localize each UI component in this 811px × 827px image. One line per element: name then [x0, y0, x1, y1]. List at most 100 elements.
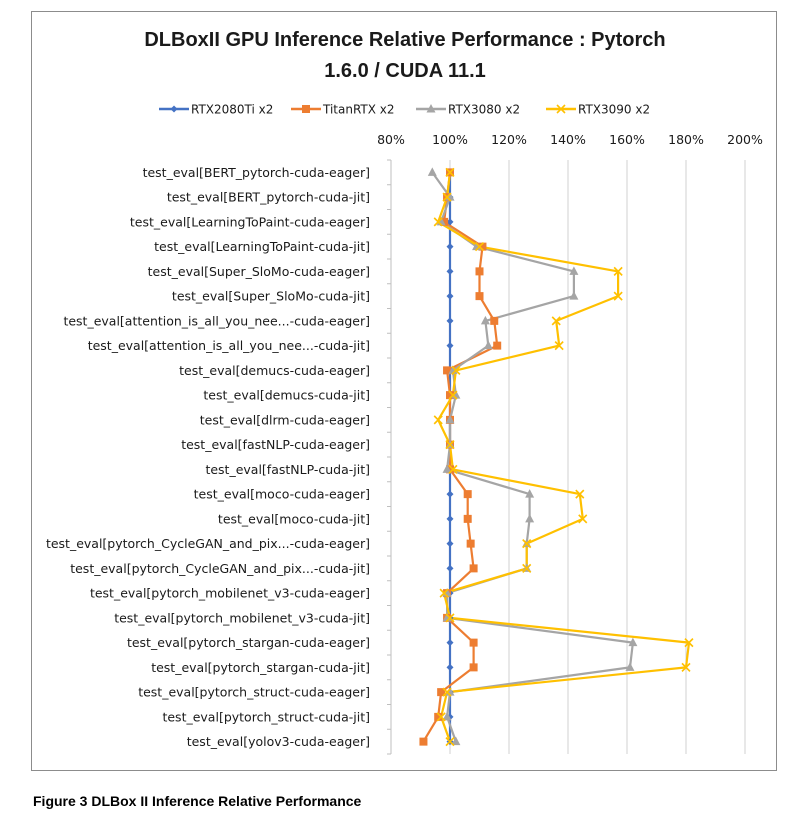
data-point-rtx3090-x2 [433, 217, 443, 227]
data-point-rtx2080ti-x2 [446, 540, 454, 548]
data-point-titanrtx-x2 [469, 564, 478, 573]
square-marker [463, 514, 472, 523]
triangle-marker [625, 662, 635, 671]
x-marker-stroke [684, 638, 694, 648]
x-marker-stroke [578, 514, 588, 524]
data-point-rtx3080-x2 [442, 464, 452, 473]
data-point-rtx2080ti-x2 [446, 515, 454, 523]
square-marker [469, 564, 478, 573]
x-marker-stroke [522, 539, 532, 549]
triangle-marker [483, 340, 493, 350]
data-point-rtx3090-x2 [445, 440, 455, 450]
data-point-titanrtx-x2 [434, 712, 443, 721]
data-point-rtx3080-x2 [480, 315, 490, 325]
triangle-marker [628, 637, 638, 647]
square-marker [469, 638, 478, 647]
data-point-rtx3090-x2 [451, 365, 461, 375]
legend-label: RTX3080 x2 [448, 103, 520, 117]
category-label: test_eval[pytorch_mobilenet_v3-cuda-eage… [90, 586, 370, 601]
data-point-rtx3090-x2 [445, 613, 455, 623]
data-point-rtx3080-x2 [442, 711, 452, 721]
diamond-marker [446, 639, 454, 647]
data-point-rtx3080-x2 [628, 637, 638, 647]
data-point-rtx3090-x2 [445, 737, 455, 747]
x-marker-stroke [442, 192, 452, 202]
data-point-rtx2080ti-x2 [446, 218, 454, 226]
triangle-marker [525, 513, 535, 523]
chart-svg: DLBoxII GPU Inference Relative Performan… [46, 29, 763, 755]
category-label: test_eval[pytorch_CycleGAN_and_pix...-cu… [70, 561, 370, 576]
triangle-marker [445, 414, 455, 424]
x-marker-stroke [445, 440, 455, 450]
category-label: test_eval[pytorch_struct-cuda-eager] [138, 685, 370, 700]
square-marker [434, 712, 443, 721]
square-marker [463, 490, 472, 499]
data-point-rtx3090-x2 [613, 291, 623, 301]
data-point-titanrtx-x2 [493, 341, 502, 350]
diamond-marker [446, 317, 454, 325]
diamond-marker [446, 243, 454, 251]
diamond-marker [446, 267, 454, 275]
category-label: test_eval[pytorch_mobilenet_v3-cuda-jit] [114, 610, 370, 625]
square-marker [475, 267, 484, 276]
chart-title: DLBoxII GPU Inference Relative Performan… [144, 29, 665, 51]
series-line-rtx3080-x2 [431, 171, 635, 742]
square-marker [419, 737, 428, 746]
x-marker-stroke [433, 217, 443, 227]
square-marker [302, 105, 310, 113]
data-point-rtx3090-x2 [442, 687, 452, 697]
data-point-rtx3090-x2 [554, 341, 564, 351]
data-point-rtx3090-x2 [575, 489, 585, 499]
square-marker [469, 663, 478, 672]
data-point-titanrtx-x2 [466, 539, 475, 548]
data-point-rtx3090-x2 [433, 415, 443, 425]
square-marker [440, 217, 449, 226]
square-marker [490, 316, 499, 325]
data-point-titanrtx-x2 [475, 267, 484, 276]
data-point-rtx2080ti-x2 [446, 317, 454, 325]
category-label: test_eval[fastNLP-cuda-jit] [205, 462, 370, 477]
legend-item-rtx3090-x2: RTX3090 x2 [546, 103, 650, 117]
legend-item-titanrtx-x2: TitanRTX x2 [291, 103, 395, 117]
data-point-rtx3090-x2 [436, 712, 446, 722]
legend-item-rtx3080-x2: RTX3080 x2 [416, 103, 520, 117]
chart-subtitle: 1.6.0 / CUDA 11.1 [324, 60, 486, 82]
x-marker-stroke [613, 266, 623, 276]
x-marker-stroke [442, 687, 452, 697]
category-label: test_eval[attention_is_all_you_nee...-cu… [88, 338, 370, 353]
legend-marker [170, 105, 178, 113]
category-label: test_eval[pytorch_stargan-cuda-eager] [127, 635, 370, 650]
triangle-marker [525, 489, 535, 498]
triangle-marker [569, 291, 579, 300]
data-point-rtx3090-x2 [442, 192, 452, 202]
square-marker [475, 292, 484, 301]
triangle-marker [442, 711, 452, 721]
category-label: test_eval[moco-cuda-eager] [194, 487, 370, 502]
diamond-marker [446, 342, 454, 350]
x-marker-stroke [613, 291, 623, 301]
category-label: test_eval[BERT_pytorch-cuda-eager] [143, 165, 370, 180]
data-point-rtx3090-x2 [684, 638, 694, 648]
diamond-marker [446, 292, 454, 300]
data-point-titanrtx-x2 [437, 688, 446, 697]
x-tick-label: 80% [377, 132, 405, 147]
category-label: test_eval[Super_SloMo-cuda-eager] [148, 264, 370, 279]
data-point-rtx3080-x2 [625, 662, 635, 671]
category-label: test_eval[pytorch_struct-cuda-jit] [162, 709, 370, 724]
data-point-titanrtx-x2 [469, 638, 478, 647]
x-marker-stroke [556, 104, 566, 114]
diamond-marker [446, 564, 454, 572]
x-tick-label: 120% [491, 132, 527, 147]
data-point-rtx3080-x2 [427, 167, 437, 176]
x-marker-stroke [451, 365, 461, 375]
x-tick-label: 180% [668, 132, 704, 147]
x-marker-stroke [474, 242, 485, 252]
triangle-marker [451, 736, 461, 746]
data-point-rtx3080-x2 [451, 736, 461, 746]
category-label: test_eval[LearningToPaint-cuda-jit] [154, 239, 370, 254]
square-marker [446, 391, 454, 400]
x-marker-stroke [575, 489, 585, 499]
x-marker-stroke [554, 341, 564, 351]
data-point-rtx3090-x2 [551, 316, 561, 326]
data-point-titanrtx-x2 [490, 316, 499, 325]
